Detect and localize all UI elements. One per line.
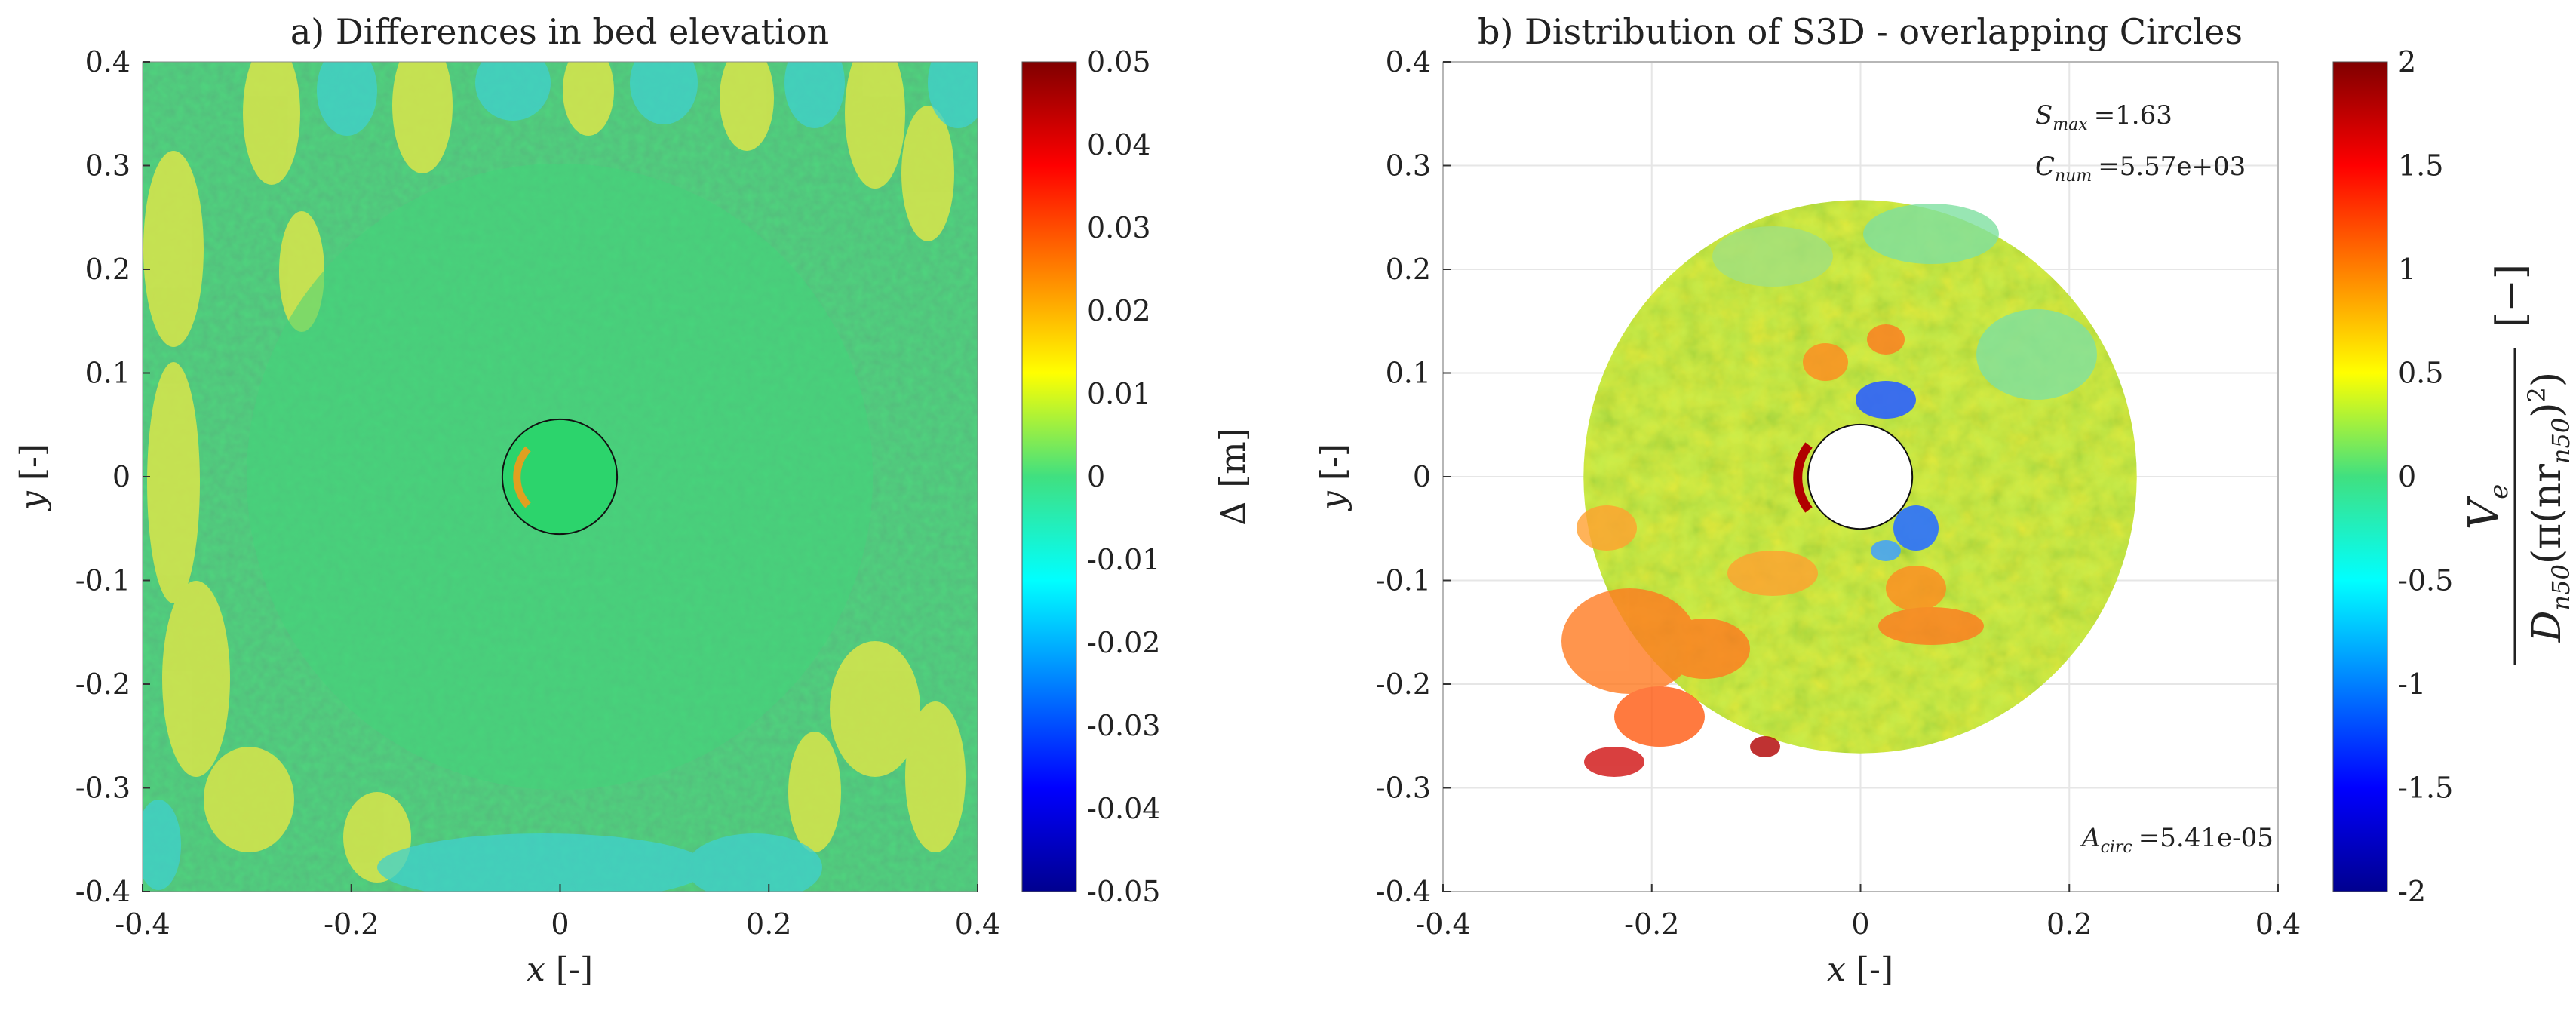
- colorbar-tick-label: 0.03: [1087, 211, 1151, 244]
- panel-b-heatmap: [1561, 200, 2137, 777]
- x-tick-label: 0: [1851, 907, 1869, 941]
- x-tick-label: -0.2: [1624, 907, 1679, 941]
- panel-b-colorbar: [2332, 61, 2388, 892]
- y-tick-label: 0.1: [85, 357, 130, 390]
- colorbar-tick-label: 0.5: [2398, 357, 2443, 390]
- y-tick-label: 0: [1413, 460, 1431, 493]
- panel-a-y-ticks: 0.4 0.3 0.2 0.1 0 -0.1 -0.2 -0.3 -0.4: [75, 45, 150, 908]
- panel-a-x-ticks: -0.4 -0.2 0 0.2 0.4: [115, 884, 1000, 941]
- y-tick-label: -0.2: [1376, 668, 1431, 701]
- annotation-cnum: Cnum =5.57e+03: [2035, 152, 2246, 186]
- colorbar-tick-label: 0.01: [1087, 377, 1151, 410]
- panel-a-colorbar: [1021, 61, 1077, 892]
- colorbar-tick-label: -1.5: [2398, 772, 2453, 805]
- panel-a-heatmap: [143, 62, 978, 892]
- panel-b-colorbar-label: Ve Dn50(π(nrn50)2) [−]: [2460, 264, 2575, 665]
- panel-a-colorbar-ticks: 0.05 0.04 0.03 0.02 0.01 0 -0.01 -0.02 -0.03 -0.0…: [1087, 45, 1160, 908]
- x-tick-label: 0.2: [746, 907, 791, 941]
- panel-b-pile-hole: [1807, 423, 1914, 530]
- colorbar-tick-label: -0.03: [1087, 709, 1160, 742]
- panel-a-title: a) Differences in bed elevation: [290, 11, 829, 52]
- panel-b-title: b) Distribution of S3D - overlapping Cir…: [1478, 11, 2243, 52]
- y-tick-label: 0.4: [85, 45, 130, 78]
- x-tick-label: -0.2: [324, 907, 379, 941]
- y-tick-label: 0.2: [1386, 253, 1431, 286]
- x-tick-label: -0.4: [1415, 907, 1470, 941]
- cb-label-denominator: Dn50(π(nrn50)2): [2522, 372, 2575, 643]
- y-tick-label: 0.3: [1386, 149, 1431, 183]
- annotation-acirc: Acirc =5.41e-05: [2080, 823, 2274, 857]
- y-tick-label: -0.3: [75, 772, 130, 805]
- colorbar-tick-label: -0.05: [1087, 875, 1160, 908]
- x-tick-label: -0.4: [115, 907, 170, 941]
- panel-b-cold-spots: [1856, 381, 1939, 561]
- y-tick-label: -0.4: [1376, 875, 1431, 908]
- colorbar-tick-label: 0.04: [1087, 128, 1151, 161]
- x-tick-label: 0.4: [2255, 907, 2301, 941]
- y-tick-label: -0.1: [75, 564, 130, 597]
- colorbar-tick-label: -1: [2398, 668, 2426, 701]
- colorbar-tick-label: 2: [2398, 45, 2416, 78]
- colorbar-tick-label: 0.05: [1087, 45, 1151, 78]
- y-tick-label: 0.2: [85, 253, 130, 286]
- colorbar-tick-label: 0.02: [1087, 294, 1151, 327]
- x-tick-label: 0: [551, 907, 569, 941]
- panel-a-colorbar-label: Δ[m]: [1212, 428, 1253, 525]
- colorbar-tick-label: -0.04: [1087, 792, 1160, 825]
- annotation-smax: Smax =1.63: [2035, 100, 2172, 134]
- panel-a-troughs: [143, 62, 978, 892]
- colorbar-tick-label: 1.5: [2398, 149, 2443, 183]
- y-tick-label: -0.3: [1376, 772, 1431, 805]
- colorbar-tick-label: -0.5: [2398, 564, 2453, 597]
- colorbar-tick-label: 0: [2398, 460, 2416, 493]
- cb-label-numerator: Ve: [2460, 484, 2514, 530]
- panel-b-x-ticks: -0.4 -0.2 0 0.2 0.4: [1415, 884, 2301, 941]
- y-tick-label: 0.1: [1386, 357, 1431, 390]
- panel-b-s3d-distribution: b) Distribution of S3D - overlapping Cir…: [1314, 11, 2575, 989]
- panel-b-xlabel: x [-]: [1827, 950, 1893, 989]
- panel-b-pile-edge-highlight: [1793, 442, 1813, 513]
- colorbar-tick-label: -0.02: [1087, 626, 1160, 659]
- panel-a-bed-elevation: a) Differences in bed elevation: [14, 11, 1253, 989]
- panel-a-pile-edge-highlight: [513, 446, 531, 508]
- y-tick-label: 0.3: [85, 149, 130, 183]
- colorbar-tick-label: 1: [2398, 253, 2416, 286]
- y-tick-label: 0.4: [1386, 45, 1431, 78]
- panel-a-pile: [501, 418, 619, 536]
- cb-label-unit: [−]: [2488, 264, 2534, 327]
- panel-a-xlabel: x [-]: [527, 950, 593, 989]
- colorbar-tick-label: -2: [2398, 875, 2426, 908]
- y-tick-label: -0.1: [1376, 564, 1431, 597]
- y-tick-label: 0: [112, 460, 130, 493]
- y-tick-label: -0.2: [75, 668, 130, 701]
- panel-b-y-ticks: 0.4 0.3 0.2 0.1 0 -0.1 -0.2 -0.3 -0.4: [1376, 45, 1451, 908]
- colorbar-tick-label: 0: [1087, 460, 1105, 493]
- panel-b-ylabel: y[-]: [1314, 444, 1352, 511]
- x-tick-label: 0.2: [2046, 907, 2092, 941]
- x-tick-label: 0.4: [955, 907, 1000, 941]
- panel-b-hotspots: [1561, 204, 2097, 777]
- panel-b-colorbar-ticks: 2 1.5 1 0.5 0 -0.5 -1 -1.5 -2: [2398, 45, 2453, 908]
- colorbar-tick-label: -0.01: [1087, 543, 1160, 576]
- y-tick-label: -0.4: [75, 875, 130, 908]
- panel-a-ylabel: y[-]: [14, 444, 52, 511]
